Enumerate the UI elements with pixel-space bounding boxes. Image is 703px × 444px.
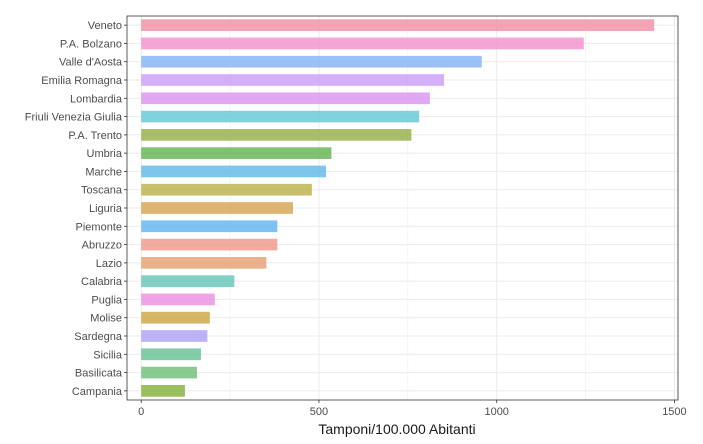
x-tick-label: 1000 xyxy=(484,406,508,418)
bar xyxy=(141,257,267,269)
bar xyxy=(141,92,430,105)
y-tick-label: Marche xyxy=(85,166,122,178)
y-tick-label: Toscana xyxy=(81,185,123,197)
bar xyxy=(141,293,215,306)
y-tick-label: P.A. Bolzano xyxy=(60,38,122,50)
y-tick-label: Molise xyxy=(90,313,122,325)
bar xyxy=(141,366,198,379)
bar xyxy=(141,385,185,397)
bar xyxy=(141,202,294,214)
x-tick-label: 1500 xyxy=(662,406,686,418)
bars xyxy=(141,19,655,397)
y-tick-label: Umbria xyxy=(87,148,123,160)
y-tick-label: Campania xyxy=(72,386,123,398)
y-tick-label: Abruzzo xyxy=(82,240,122,252)
x-axis: 0 500 1000 1500 xyxy=(138,400,687,418)
y-tick-label: P.A. Trento xyxy=(68,130,122,142)
y-tick-label: Calabria xyxy=(81,276,123,288)
bar xyxy=(141,55,482,68)
bar xyxy=(141,74,445,86)
bar xyxy=(141,311,210,324)
bar xyxy=(141,129,412,141)
bar xyxy=(141,220,278,233)
bar xyxy=(141,37,584,50)
bar xyxy=(141,147,332,159)
x-tick-label: 0 xyxy=(138,406,144,418)
bar xyxy=(141,19,655,31)
bar xyxy=(141,330,208,342)
y-tick-label: Lazio xyxy=(96,258,122,270)
y-tick-label: Lombardia xyxy=(70,93,123,105)
y-tick-label: Sicilia xyxy=(93,349,123,361)
y-tick-label: Basilicata xyxy=(75,368,123,380)
bar xyxy=(141,275,235,287)
y-tick-label: Puglia xyxy=(91,294,122,306)
bar xyxy=(141,348,201,361)
y-tick-label: Friuli Venezia Giulia xyxy=(25,112,123,124)
y-axis: Veneto P.A. Bolzano Valle d'Aosta Emilia Ro… xyxy=(25,20,127,398)
y-tick-label: Sardegna xyxy=(74,331,123,343)
bar xyxy=(141,110,420,123)
bar xyxy=(141,165,327,178)
x-axis-title: Tamponi/100.000 Abitanti xyxy=(318,421,475,437)
x-tick-label: 500 xyxy=(310,406,328,418)
y-tick-label: Piemonte xyxy=(76,221,122,233)
y-tick-label: Veneto xyxy=(88,20,122,32)
bar xyxy=(141,238,278,251)
y-tick-label: Liguria xyxy=(89,203,123,215)
y-tick-label: Valle d'Aosta xyxy=(59,57,123,69)
bar xyxy=(141,183,312,196)
y-tick-label: Emilia Romagna xyxy=(41,75,123,87)
